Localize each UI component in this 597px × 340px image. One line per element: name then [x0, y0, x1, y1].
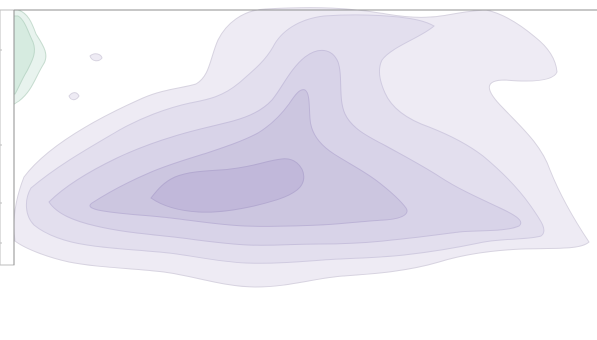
purple-contour-spot: [89, 53, 103, 62]
purple-contour-tail: [68, 92, 80, 101]
legend-panel: [0, 9, 597, 266]
green-series: [11, 9, 47, 108]
legend-box: [0, 9, 15, 266]
purple-series: [13, 7, 590, 288]
purple-contour-level-5: [150, 158, 305, 213]
green-contour-level-2: [11, 15, 35, 95]
